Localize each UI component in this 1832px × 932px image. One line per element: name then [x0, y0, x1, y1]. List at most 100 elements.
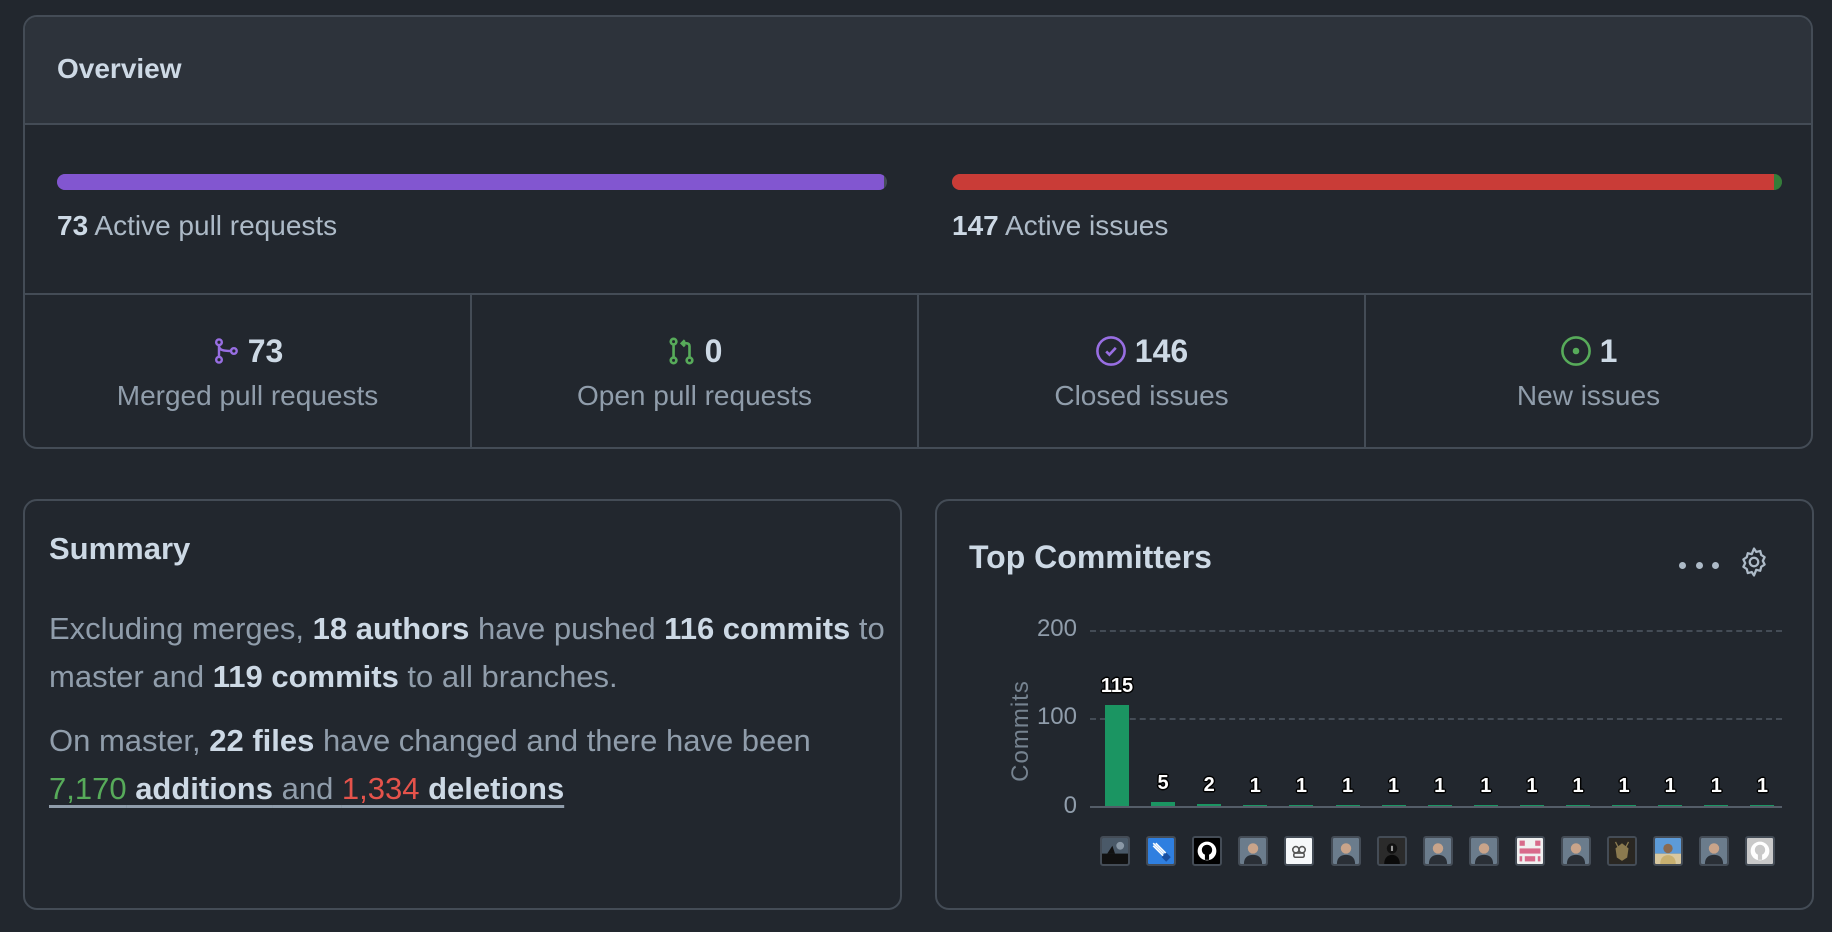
stat-merged-pull-requests[interactable]: 73 Merged pull requests: [25, 295, 472, 447]
committer-avatar[interactable]: [1561, 836, 1591, 866]
committer-avatar[interactable]: [1146, 836, 1177, 866]
new-issues-label: New issues: [1516, 379, 1661, 411]
chart-bar: [1750, 805, 1775, 806]
chart-bar-column[interactable]: 1: [1417, 501, 1463, 806]
gear-icon[interactable]: [1737, 545, 1771, 584]
stat-closed-issues[interactable]: 146 Closed issues: [919, 295, 1366, 447]
bar-value-label: 1: [1295, 775, 1307, 798]
committer-avatar[interactable]: [1514, 836, 1545, 866]
chart-bar: [1473, 805, 1498, 806]
deletions-count: 1,334: [341, 771, 420, 806]
y-axis: 200 100 0: [1007, 501, 1077, 912]
closed-issues-label: Closed issues: [1054, 379, 1229, 411]
bar-value-label: 2: [1203, 774, 1215, 797]
additions-count: 7,170: [49, 771, 127, 806]
chart-bar-column[interactable]: 5: [1140, 501, 1186, 806]
new-issues-count: 1: [1599, 332, 1618, 369]
committer-avatar[interactable]: [1330, 836, 1361, 866]
chart-bar-column[interactable]: 1: [1739, 501, 1785, 806]
bar-value-label: 1: [1480, 775, 1492, 798]
committer-avatar[interactable]: [1376, 836, 1407, 866]
committer-avatar[interactable]: [1422, 836, 1453, 866]
chart-bar: [1427, 805, 1452, 806]
top-committers-title: Top Committers: [969, 539, 1212, 575]
chart-bar: [1335, 805, 1360, 806]
chart-bar-column[interactable]: 1: [1601, 501, 1647, 806]
chart-bar: [1612, 805, 1637, 806]
overview-title: Overview: [57, 53, 182, 84]
chart-bar-column[interactable]: 1: [1278, 501, 1324, 806]
chart-bar: [1704, 805, 1729, 806]
issues-progress-bar: [952, 174, 1782, 190]
committer-avatar[interactable]: [1653, 836, 1684, 866]
committer-avatar[interactable]: [1192, 836, 1223, 866]
chart-bar-column[interactable]: 1: [1555, 501, 1601, 806]
pull-requests-summary[interactable]: 73 Active pull requests: [57, 174, 887, 242]
chart-bar-column[interactable]: 2: [1186, 501, 1232, 806]
files-changed-count: 22 files: [209, 723, 315, 758]
y-tick-200: 200: [1036, 615, 1077, 642]
bar-segment-closed: [952, 174, 1774, 190]
git-merge-icon: [212, 336, 240, 366]
chart-bar: [1658, 805, 1683, 806]
chart-bar: [1243, 805, 1268, 806]
bar-value-label: 5: [1157, 771, 1169, 794]
all-branch-commits-count: 119 commits: [212, 659, 399, 694]
issues-summary[interactable]: 147 Active issues: [952, 174, 1782, 242]
chart-bar: [1381, 805, 1406, 806]
chart-bar-column[interactable]: 1: [1232, 501, 1278, 806]
y-tick-0: 0: [1063, 792, 1077, 819]
bar-value-label: 115: [1100, 674, 1134, 697]
overview-stats: 73 Merged pull requests 0 Open pull requ…: [25, 295, 1811, 447]
kebab-horizontal-icon[interactable]: [1679, 559, 1719, 571]
closed-issues-count: 146: [1134, 332, 1189, 369]
committer-avatar[interactable]: [1699, 836, 1730, 866]
git-pull-request-icon: [667, 336, 697, 366]
issue-closed-icon: [1095, 335, 1127, 367]
open-pr-label: Open pull requests: [576, 379, 813, 411]
summary-title: Summary: [49, 531, 191, 566]
active-pr-label: Active pull requests: [94, 210, 338, 241]
open-pr-count: 0: [704, 332, 723, 369]
bar-segment-merged: [57, 174, 884, 190]
bar-value-label: 1: [1526, 775, 1538, 798]
overview-card: Overview 73 Active pull requests 147 Act…: [23, 15, 1813, 449]
authors-count: 18 authors: [312, 611, 470, 646]
chart-bar-column[interactable]: 1: [1693, 501, 1739, 806]
summary-changes-text: On master, 22 files have changed and the…: [49, 723, 811, 806]
overview-header: Overview: [25, 17, 1811, 125]
committer-avatar[interactable]: [1607, 836, 1638, 866]
bar-value-label: 1: [1756, 775, 1768, 798]
chart-bar: [1519, 805, 1544, 806]
stat-open-pull-requests[interactable]: 0 Open pull requests: [472, 295, 919, 447]
master-commits-count: 116 commits: [664, 611, 851, 646]
chart-bar-column[interactable]: 1: [1463, 501, 1509, 806]
active-pr-count: 73: [57, 210, 89, 241]
top-committers-chart: Commits 200 100 0 115 5 2 1 1 1 1 1 1 1 1 1 1 1 1: [937, 501, 1816, 912]
summary-card: Summary Excluding merges, 18 authors hav…: [23, 499, 902, 910]
bar-value-label: 1: [1710, 775, 1722, 798]
chart-bar-column[interactable]: 1: [1647, 501, 1693, 806]
committer-avatar[interactable]: [1468, 836, 1499, 866]
additions-deletions-link[interactable]: 7,170 additions and 1,334 deletions: [49, 771, 565, 806]
committer-avatar[interactable]: [1745, 836, 1776, 866]
chart-bar-column[interactable]: 1: [1371, 501, 1417, 806]
committer-avatar[interactable]: [1238, 836, 1269, 866]
pull-requests-progress-bar: [57, 174, 887, 190]
chart-bar-column[interactable]: 1: [1509, 501, 1555, 806]
stat-new-issues[interactable]: 1 New issues: [1366, 295, 1811, 447]
issue-opened-icon: [1560, 335, 1592, 367]
committer-avatar[interactable]: [1100, 836, 1130, 866]
bar-segment-open: [1773, 174, 1782, 190]
chart-bar: [1151, 801, 1176, 806]
committer-avatar[interactable]: [1284, 836, 1315, 866]
chart-bar-column[interactable]: 115: [1094, 501, 1140, 806]
bar-value-label: 1: [1618, 775, 1630, 798]
bar-value-label: 1: [1572, 775, 1584, 798]
active-issues-label: Active issues: [1004, 210, 1169, 241]
bar-value-label: 1: [1388, 775, 1400, 798]
bar-value-label: 1: [1434, 775, 1446, 798]
chart-bar: [1197, 804, 1222, 806]
chart-bar: [1289, 805, 1314, 806]
chart-bar-column[interactable]: 1: [1325, 501, 1371, 806]
